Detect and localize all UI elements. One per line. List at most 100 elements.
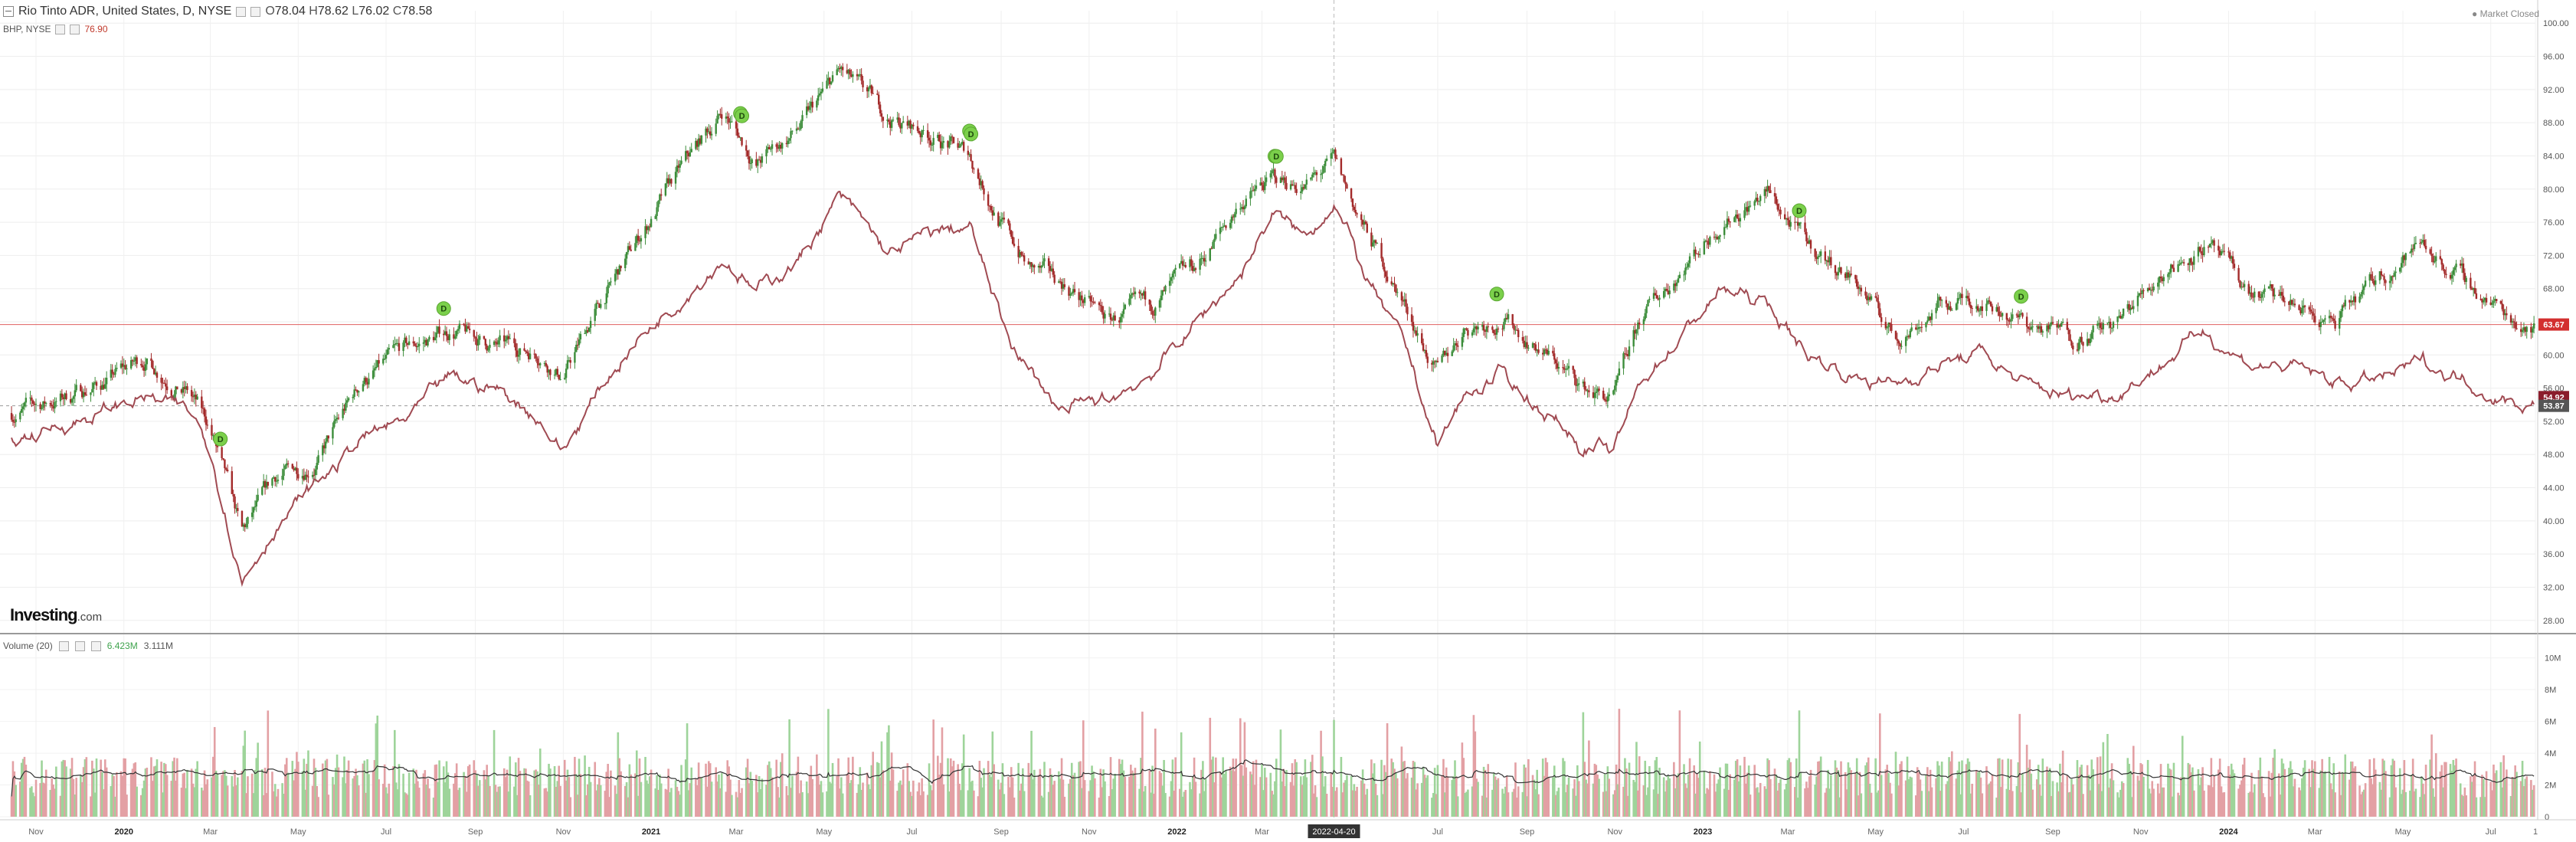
volume-bar (2126, 758, 2129, 817)
volume-bar (415, 769, 417, 817)
volume-bar (1072, 775, 1075, 817)
candle-body (1353, 206, 1356, 210)
collapse-legend-icon[interactable] (3, 6, 14, 17)
volume-bar (684, 759, 687, 817)
settings-icon[interactable] (55, 24, 66, 34)
candle-body (201, 396, 203, 408)
volume-bar (101, 772, 103, 817)
candle-body (918, 130, 921, 133)
candle-body (846, 70, 849, 74)
volume-bar (2298, 787, 2300, 817)
candle-body (1917, 327, 1920, 329)
candle-body (375, 366, 378, 369)
volume-bar (1714, 791, 1717, 817)
volume-bar (1281, 781, 1284, 817)
volume-bar (316, 785, 319, 817)
volume-bar (1343, 782, 1345, 817)
dividend-marker[interactable]: D (213, 431, 228, 447)
compare-symbol[interactable]: BHP, NYSE (3, 24, 51, 34)
candle-body (1487, 326, 1489, 328)
volume-bar (1194, 781, 1197, 817)
close-icon[interactable] (250, 6, 261, 17)
volume-bar (1697, 778, 1700, 817)
candle-body (311, 474, 314, 477)
volume-bar (2301, 778, 2303, 817)
dividend-marker[interactable]: D (964, 126, 979, 142)
candle-body (445, 331, 448, 336)
volume-bar (226, 785, 229, 817)
volume-bar (64, 760, 66, 817)
settings-icon[interactable] (236, 6, 247, 17)
candle-body (2339, 311, 2342, 319)
candle-body (1131, 293, 1134, 295)
candle-body (131, 360, 134, 362)
volume-bar (1595, 765, 1598, 817)
candle-body (1422, 343, 1425, 351)
volume-bar (2208, 785, 2211, 817)
candle-body (1132, 293, 1135, 294)
dividend-marker[interactable]: D (1268, 149, 1284, 164)
candle-body (1315, 172, 1318, 175)
candle-body (2090, 332, 2093, 339)
dividend-marker[interactable]: D (436, 301, 451, 316)
dividend-marker[interactable]: D (1489, 287, 1504, 302)
candle-body (1144, 291, 1147, 300)
volume-bar (993, 764, 995, 817)
volume-bar (1860, 793, 1863, 817)
volume-bar (1009, 787, 1011, 817)
candle-body (738, 136, 740, 138)
candle-body (111, 369, 113, 374)
candle-body (2324, 318, 2326, 320)
close-icon[interactable] (70, 24, 80, 34)
candle-body (286, 463, 288, 466)
dividend-marker[interactable]: D (735, 108, 750, 123)
close-icon[interactable] (90, 641, 101, 651)
visibility-icon[interactable] (58, 641, 69, 651)
volume-bar (1976, 772, 1979, 817)
volume-bar (1315, 797, 1318, 817)
settings-icon[interactable] (74, 641, 85, 651)
candle-body (2131, 307, 2133, 310)
volume-bar (1214, 757, 1217, 817)
volume-bar (1693, 765, 1695, 817)
x-tick-label: Jul (1432, 827, 1443, 837)
candle-body (566, 360, 569, 369)
candle-body (119, 363, 123, 368)
candle-body (1786, 218, 1789, 221)
candle-body (2099, 323, 2102, 328)
dividend-marker[interactable]: D (2014, 289, 2029, 304)
volume-bar (1190, 789, 1193, 817)
volume-bar (1464, 793, 1466, 817)
candle-body (466, 326, 468, 332)
volume-bar (1935, 778, 1937, 817)
volume-bar (2136, 775, 2139, 817)
symbol-title[interactable]: Rio Tinto ADR, United States, D, NYSE (18, 5, 232, 18)
candle-body (1694, 249, 1697, 254)
volume-bar (417, 781, 419, 817)
volume-bar (538, 749, 542, 817)
volume-bar (637, 795, 640, 817)
volume-bar (1373, 763, 1376, 817)
volume-bar (25, 765, 28, 817)
volume-bar (790, 788, 792, 817)
candle-body (2391, 276, 2394, 277)
volume-bar (2086, 765, 2089, 817)
candle-body (1655, 295, 1658, 299)
dividend-marker[interactable]: D (1792, 203, 1807, 218)
candle-body (1517, 329, 1520, 337)
candle-body (1897, 340, 1900, 344)
candle-body (51, 405, 53, 407)
candle-body (1645, 306, 1648, 313)
candle-body (1423, 349, 1426, 351)
candle-body (1565, 369, 1567, 370)
volume-bar (504, 777, 507, 817)
volume-bar (1794, 787, 1796, 817)
volume-bar (1229, 766, 1232, 817)
volume-bar (896, 791, 898, 817)
volume-bar (355, 768, 357, 817)
volume-bar (2483, 797, 2486, 817)
volume-label[interactable]: Volume (20) (3, 641, 53, 651)
candle-body (2413, 244, 2416, 250)
volume-bar (2522, 786, 2525, 817)
